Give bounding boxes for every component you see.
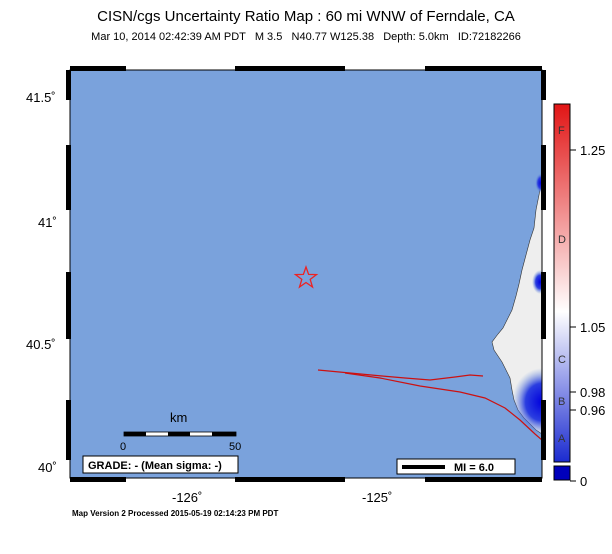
colorbar-zero-swatch [553, 465, 571, 481]
map-title: CISN/cgs Uncertainty Ratio Map : 60 mi W… [97, 8, 515, 25]
uncertainty-blob [532, 270, 542, 294]
grade-text: GRADE: - (Mean sigma: -) [88, 460, 222, 472]
scale-min-label: 0 [120, 441, 126, 453]
grade-letter: F [558, 125, 565, 137]
colorbar [553, 103, 571, 463]
uncertainty-blob [535, 173, 542, 193]
fault-line [344, 372, 542, 441]
colorbar-value: 1.25 [580, 143, 605, 158]
grade-box [82, 455, 239, 474]
map-footer: Map Version 2 Processed 2015-05-19 02:14… [72, 509, 279, 518]
map-border-ticks [66, 66, 546, 482]
colorbar-ticks [570, 149, 576, 482]
colorbar-value: 1.05 [580, 320, 605, 335]
colorbar-value: 0 [580, 474, 587, 489]
event-summary: Mar 10, 2014 02:42:39 AM PDT M 3.5 N40.7… [91, 31, 521, 43]
mi-legend-line [402, 465, 445, 469]
scale-title: km [170, 410, 187, 425]
grade-letter: D [558, 234, 566, 246]
grade-letter: A [558, 433, 566, 445]
lat-label: 40.5˚ [26, 337, 56, 352]
mi-legend-text: MI = 6.0 [454, 462, 494, 474]
grade-letter: B [558, 396, 565, 408]
lon-label: -125˚ [362, 490, 392, 505]
lat-label: 41˚ [38, 215, 57, 230]
ocean-area [70, 70, 542, 478]
colorbar-value: 0.98 [580, 385, 605, 400]
mi-legend-box [396, 458, 516, 475]
scale-max-label: 50 [229, 441, 241, 453]
fault-line [317, 369, 484, 381]
scale-bar [123, 431, 237, 437]
colorbar-value: 0.96 [580, 403, 605, 418]
lon-label: -126˚ [172, 490, 202, 505]
lat-label: 41.5˚ [26, 90, 56, 105]
lat-label: 40˚ [38, 460, 57, 475]
epicenter-star-icon [293, 265, 319, 289]
grade-letter: C [558, 354, 566, 366]
